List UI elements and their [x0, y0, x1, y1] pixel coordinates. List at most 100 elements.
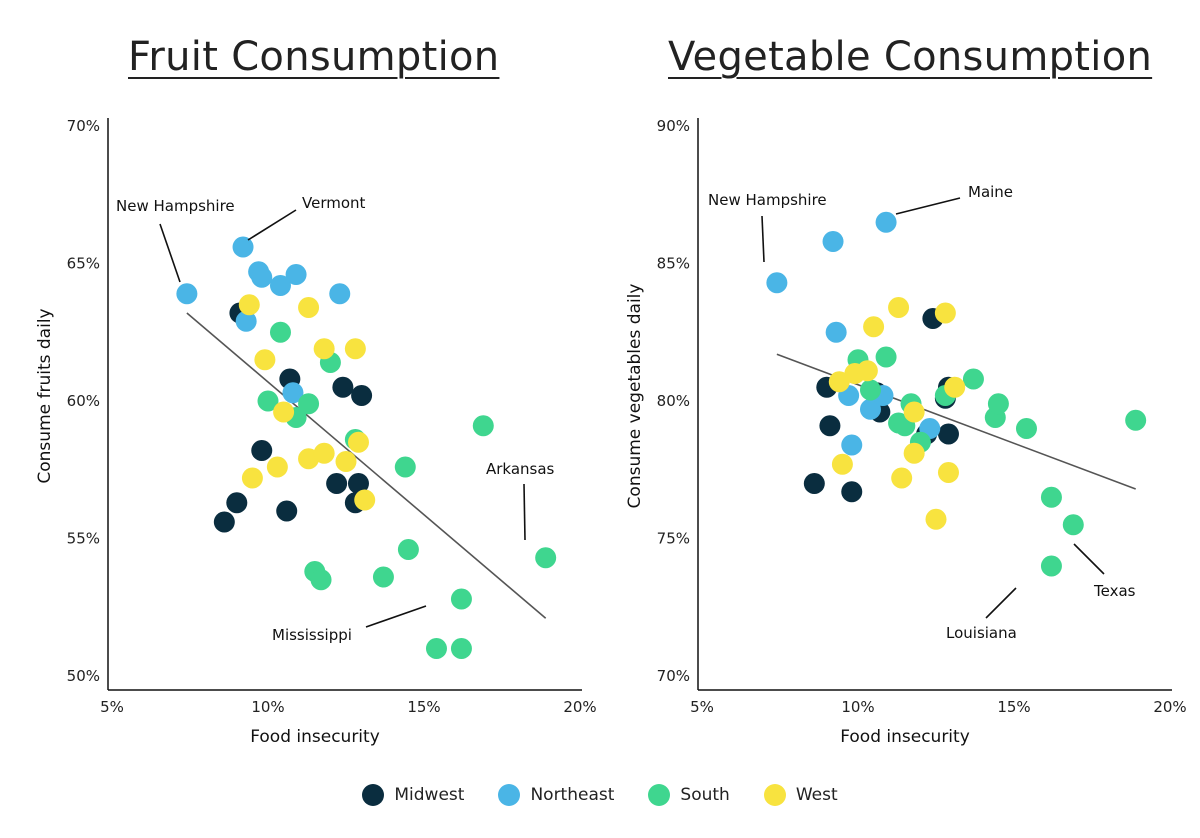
fruit-point-south	[472, 415, 494, 437]
fruit-point-midwest	[213, 511, 235, 533]
veg-annotation-label: New Hampshire	[708, 191, 827, 209]
fruit-chart-title: Fruit Consumption	[128, 34, 500, 80]
veg-point-west	[925, 508, 947, 530]
veg-point-south	[1015, 418, 1037, 439]
veg-point-west	[903, 401, 925, 423]
fruit-annotation-line	[523, 483, 526, 541]
veg-point-west	[944, 376, 966, 398]
fruit-point-west	[313, 338, 335, 360]
veg-point-northeast	[859, 398, 881, 420]
veg-x-tick-label: 10%	[841, 698, 874, 716]
fruit-point-northeast	[232, 236, 254, 258]
fruit-point-northeast	[269, 275, 291, 296]
fruit-annotation-label: Mississippi	[272, 626, 352, 644]
fruit-point-midwest	[326, 473, 348, 494]
fruit-y-axis-label: Consume fruits daily	[35, 308, 55, 483]
veg-annotation-line	[1073, 543, 1105, 575]
fruit-point-south	[257, 390, 279, 412]
fruit-point-northeast	[282, 382, 304, 404]
veg-point-south	[1125, 409, 1147, 431]
veg-point-midwest	[841, 481, 863, 503]
veg-point-northeast	[822, 231, 844, 252]
veg-point-midwest	[937, 423, 959, 445]
legend-swatch-south	[648, 784, 671, 806]
fruit-point-west	[266, 456, 288, 478]
legend-swatch-west	[763, 784, 786, 806]
legend-item-midwest: Midwest	[362, 784, 464, 806]
fruit-point-midwest	[226, 492, 248, 514]
fruit-point-northeast	[235, 310, 257, 332]
fruit-x-tick-label: 5%	[100, 698, 124, 716]
veg-point-south	[962, 368, 984, 390]
fruit-point-south	[450, 588, 472, 610]
fruit-annotation-line	[247, 209, 297, 241]
fruit-y-tick-label: 70%	[67, 117, 100, 135]
veg-point-west	[903, 442, 925, 464]
veg-annotation-line	[985, 587, 1017, 619]
fruit-point-west	[273, 401, 295, 423]
fruit-trendline	[186, 312, 547, 619]
veg-annotation-label: Louisiana	[946, 624, 1017, 642]
fruit-point-northeast	[176, 283, 198, 305]
fruit-x-axis-label: Food insecurity	[250, 727, 380, 747]
veg-x-axis-label: Food insecurity	[840, 727, 970, 747]
veg-point-south	[875, 346, 897, 368]
fruit-point-west	[238, 294, 260, 316]
veg-point-west	[937, 462, 959, 483]
fruit-point-midwest	[251, 440, 273, 461]
fruit-point-west	[347, 431, 369, 453]
fruit-point-northeast	[251, 266, 273, 288]
veg-x-tick-label: 5%	[690, 698, 714, 716]
veg-point-west	[828, 371, 850, 393]
veg-x-tick-label: 20%	[1153, 698, 1186, 716]
fruit-x-tick-label: 10%	[251, 698, 284, 716]
fruit-point-west	[298, 297, 320, 318]
fruit-x-tick-label: 20%	[563, 698, 596, 716]
fruit-point-west	[254, 349, 276, 371]
veg-y-tick-label: 80%	[657, 392, 690, 410]
fruit-point-south	[397, 539, 419, 560]
veg-y-axis-label: Consume vegetables daily	[625, 284, 645, 509]
fruit-point-south	[535, 547, 557, 569]
veg-point-south	[987, 393, 1009, 415]
fruit-annotation-line	[159, 223, 181, 283]
legend-item-south: South	[648, 784, 730, 806]
legend-label-west: West	[795, 785, 838, 805]
fruit-annotation-label: New Hampshire	[116, 197, 235, 215]
veg-x-tick-label: 15%	[997, 698, 1030, 716]
fruit-point-south	[450, 638, 472, 659]
veg-point-midwest	[819, 415, 841, 437]
veg-point-midwest	[803, 473, 825, 494]
fruit-point-south	[372, 566, 394, 588]
veg-point-south	[1062, 514, 1084, 536]
fruit-point-west	[313, 442, 335, 464]
fruit-y-tick-label: 55%	[67, 530, 100, 548]
veg-point-northeast	[841, 434, 863, 456]
legend-item-west: West	[763, 784, 838, 806]
veg-y-tick-label: 85%	[657, 255, 690, 273]
fruit-point-midwest	[276, 500, 298, 522]
fruit-point-west	[241, 467, 263, 489]
fruit-point-south	[269, 321, 291, 343]
veg-y-tick-label: 70%	[657, 667, 690, 685]
fruit-y-tick-label: 60%	[67, 392, 100, 410]
veg-point-northeast	[875, 211, 897, 233]
fruit-annotation-label: Arkansas	[486, 460, 555, 478]
veg-annotation-label: Texas	[1093, 582, 1136, 600]
legend-item-northeast: Northeast	[498, 784, 614, 806]
vegetable-chart-title: Vegetable Consumption	[668, 34, 1153, 80]
veg-annotation-line	[761, 215, 765, 263]
fruit-point-west	[354, 489, 376, 511]
fruit-point-midwest	[351, 385, 373, 406]
veg-point-south	[1040, 486, 1062, 508]
legend-label-northeast: Northeast	[530, 785, 615, 805]
fruit-point-west	[344, 338, 366, 360]
veg-point-west	[934, 302, 956, 324]
veg-point-west	[856, 360, 878, 382]
fruit-point-south	[425, 638, 447, 659]
fruit-point-northeast	[329, 283, 351, 305]
veg-annotation-line	[895, 197, 961, 215]
fruit-point-midwest	[332, 376, 354, 398]
fruit-y-tick-label: 50%	[67, 667, 100, 685]
fruit-point-northeast	[285, 264, 307, 285]
